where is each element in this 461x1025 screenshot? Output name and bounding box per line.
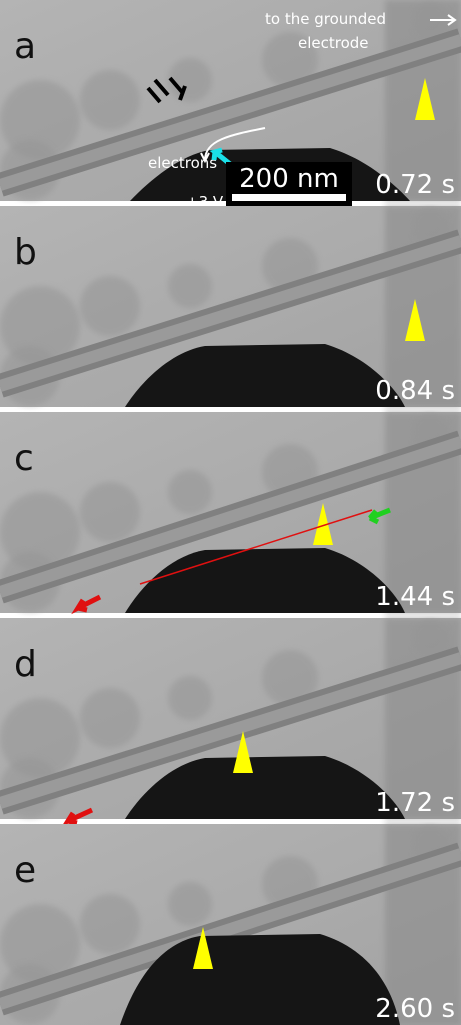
panel-label: c xyxy=(14,438,34,479)
annotation: electrons xyxy=(148,154,217,172)
panel: a 0.72 s to the grounded electrode electrons… xyxy=(0,0,461,211)
time-stamp: 0.72 s xyxy=(375,170,455,200)
particle xyxy=(80,894,140,954)
particle xyxy=(168,264,212,308)
panel: e 2.60 s xyxy=(0,824,461,1025)
annotation: electrode xyxy=(298,34,369,52)
panel: b 0.84 s xyxy=(0,206,461,407)
panel-label: a xyxy=(14,26,36,67)
time-stamp: 1.44 s xyxy=(375,582,455,612)
panel-label: b xyxy=(14,232,37,273)
particle xyxy=(168,882,212,926)
particle xyxy=(412,620,448,656)
particle xyxy=(168,58,212,102)
particle xyxy=(168,470,212,514)
figure: a 0.72 s to the grounded electrode electrons… xyxy=(0,0,461,1025)
particle xyxy=(168,676,212,720)
particle xyxy=(80,688,140,748)
annotation: 200 nm xyxy=(239,164,339,194)
time-stamp: 1.72 s xyxy=(375,788,455,818)
panel-label: e xyxy=(14,850,36,891)
scale-bar xyxy=(232,194,346,201)
panel: c 1.44 s xyxy=(0,412,461,613)
panel-label: d xyxy=(14,644,37,685)
particle xyxy=(80,482,140,542)
panel: d 1.72 s xyxy=(0,618,461,823)
particle xyxy=(80,276,140,336)
time-stamp: 0.84 s xyxy=(375,376,455,406)
annotation: to the grounded xyxy=(265,10,386,28)
particle xyxy=(80,70,140,130)
time-stamp: 2.60 s xyxy=(375,994,455,1024)
